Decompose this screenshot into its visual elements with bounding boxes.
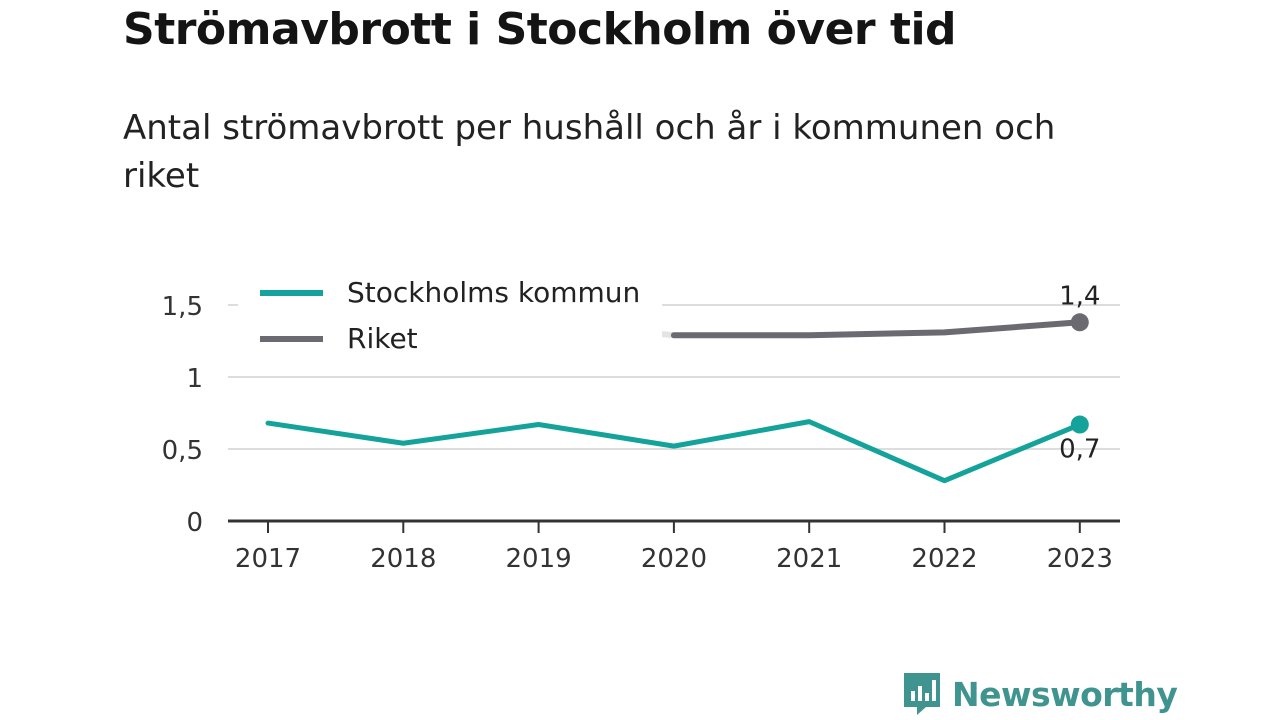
legend-label-stockholm: Stockholms kommun <box>347 276 640 309</box>
x-tick-label: 2019 <box>506 544 572 574</box>
y-tick-label: 0 <box>186 508 203 538</box>
chart-title: Strömavbrott i Stockholm över tid <box>123 4 957 55</box>
x-axis: 2017 2018 2019 2020 2021 2022 2023 <box>228 519 1120 574</box>
legend-label-riket: Riket <box>347 322 418 355</box>
x-tick-label: 2023 <box>1047 544 1113 574</box>
y-axis-ticks: 0 0,5 1 1,5 <box>162 292 203 538</box>
legend-background <box>238 268 662 366</box>
riket-end-point <box>1070 313 1089 332</box>
x-tick-label: 2020 <box>641 544 707 574</box>
x-tick-label: 2022 <box>911 544 977 574</box>
x-tick-label: 2017 <box>235 544 301 574</box>
x-tick-label: 2018 <box>370 544 436 574</box>
stockholm-end-label: 0,7 <box>1059 435 1100 465</box>
riket-end-label: 1,4 <box>1059 281 1100 311</box>
stockholm-end-point <box>1070 415 1089 434</box>
newsworthy-logo-icon <box>904 673 940 715</box>
brand-name: Newsworthy <box>952 674 1178 714</box>
brand-logo: Newsworthy <box>902 671 1178 717</box>
chart-subtitle: Antal strömavbrott per hushåll och år i … <box>123 108 1056 196</box>
y-tick-label: 0,5 <box>162 436 203 466</box>
legend: Stockholms kommun Riket <box>238 268 662 366</box>
y-tick-label: 1 <box>186 364 203 394</box>
y-tick-label: 1,5 <box>162 292 203 322</box>
end-points: 1,4 0,7 <box>1059 281 1100 464</box>
stockholm-line <box>265 419 1083 484</box>
x-tick-label: 2021 <box>776 544 842 574</box>
riket-line <box>670 319 1083 339</box>
